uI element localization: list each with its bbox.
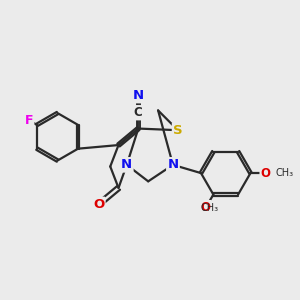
Text: O: O: [201, 201, 211, 214]
Text: CH₃: CH₃: [275, 168, 294, 178]
Text: O: O: [261, 167, 271, 180]
Text: S: S: [173, 124, 183, 137]
Text: F: F: [25, 114, 33, 127]
Text: O: O: [93, 198, 104, 211]
Text: N: N: [133, 89, 144, 102]
Text: N: N: [167, 158, 178, 171]
Text: N: N: [121, 158, 132, 171]
Text: CH₃: CH₃: [201, 203, 219, 213]
Text: C: C: [133, 106, 142, 119]
